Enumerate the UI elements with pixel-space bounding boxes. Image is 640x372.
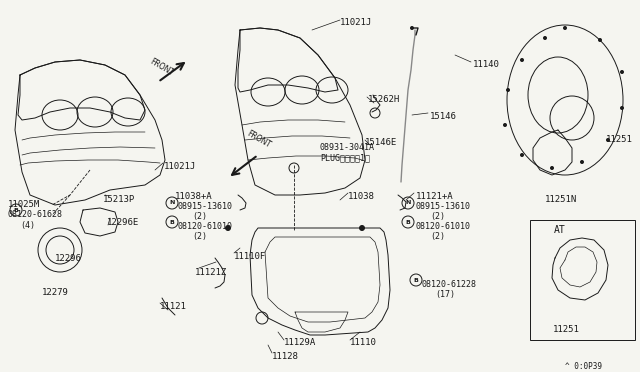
Circle shape — [225, 225, 231, 231]
Circle shape — [598, 38, 602, 42]
Text: (2): (2) — [192, 212, 207, 221]
Text: 11129A: 11129A — [284, 338, 316, 347]
Text: 11128: 11128 — [272, 352, 299, 361]
Text: B: B — [413, 278, 419, 282]
Circle shape — [506, 88, 510, 92]
Text: B: B — [406, 219, 410, 224]
Text: 11121Z: 11121Z — [195, 268, 227, 277]
Circle shape — [359, 225, 365, 231]
Circle shape — [550, 166, 554, 170]
Text: FRONT: FRONT — [148, 57, 175, 78]
Text: 08915-13610: 08915-13610 — [178, 202, 233, 211]
Text: 11251: 11251 — [606, 135, 633, 144]
Text: 08120-61628: 08120-61628 — [8, 210, 63, 219]
Circle shape — [620, 70, 624, 74]
Text: 11038+A: 11038+A — [175, 192, 212, 201]
Circle shape — [520, 153, 524, 157]
Text: 11021J: 11021J — [164, 162, 196, 171]
Text: 08120-61010: 08120-61010 — [178, 222, 233, 231]
Text: 15213P: 15213P — [103, 195, 135, 204]
Text: N: N — [170, 201, 175, 205]
Circle shape — [503, 123, 507, 127]
Text: ^ 0:0P39: ^ 0:0P39 — [565, 362, 602, 371]
Text: 11140: 11140 — [473, 60, 500, 69]
Text: 11038: 11038 — [348, 192, 375, 201]
Text: 15146: 15146 — [430, 112, 457, 121]
Text: 11025M: 11025M — [8, 200, 40, 209]
Text: 11251: 11251 — [553, 325, 580, 334]
Text: (2): (2) — [430, 232, 445, 241]
Text: 12279: 12279 — [42, 288, 69, 297]
Text: 08120-61010: 08120-61010 — [416, 222, 471, 231]
Text: (4): (4) — [20, 221, 35, 230]
Text: 11251N: 11251N — [545, 195, 577, 204]
Text: 15262H: 15262H — [368, 95, 400, 104]
Text: AT: AT — [554, 225, 566, 235]
Text: 08931-3041A: 08931-3041A — [320, 143, 375, 152]
Circle shape — [543, 36, 547, 40]
Text: FRONT: FRONT — [245, 129, 272, 150]
Text: (2): (2) — [192, 232, 207, 241]
Text: N: N — [405, 201, 411, 205]
Text: 08915-13610: 08915-13610 — [416, 202, 471, 211]
Text: 11110F: 11110F — [234, 252, 266, 261]
Bar — [530, 220, 635, 340]
Text: 11121: 11121 — [160, 302, 187, 311]
Text: (17): (17) — [435, 290, 455, 299]
Text: 15146E: 15146E — [365, 138, 397, 147]
Text: (2): (2) — [430, 212, 445, 221]
Text: 12296: 12296 — [55, 254, 82, 263]
Circle shape — [580, 160, 584, 164]
Text: 11121+A: 11121+A — [416, 192, 454, 201]
Circle shape — [563, 26, 567, 30]
Text: B: B — [13, 208, 19, 212]
Circle shape — [520, 58, 524, 62]
Text: 08120-61228: 08120-61228 — [422, 280, 477, 289]
Circle shape — [606, 138, 610, 142]
Text: 11110: 11110 — [350, 338, 377, 347]
Circle shape — [620, 106, 624, 110]
Circle shape — [410, 26, 414, 30]
Text: PLUGプラグ（1）: PLUGプラグ（1） — [320, 153, 370, 162]
Text: B: B — [170, 219, 175, 224]
Text: 11021J: 11021J — [340, 18, 372, 27]
Text: 12296E: 12296E — [107, 218, 140, 227]
